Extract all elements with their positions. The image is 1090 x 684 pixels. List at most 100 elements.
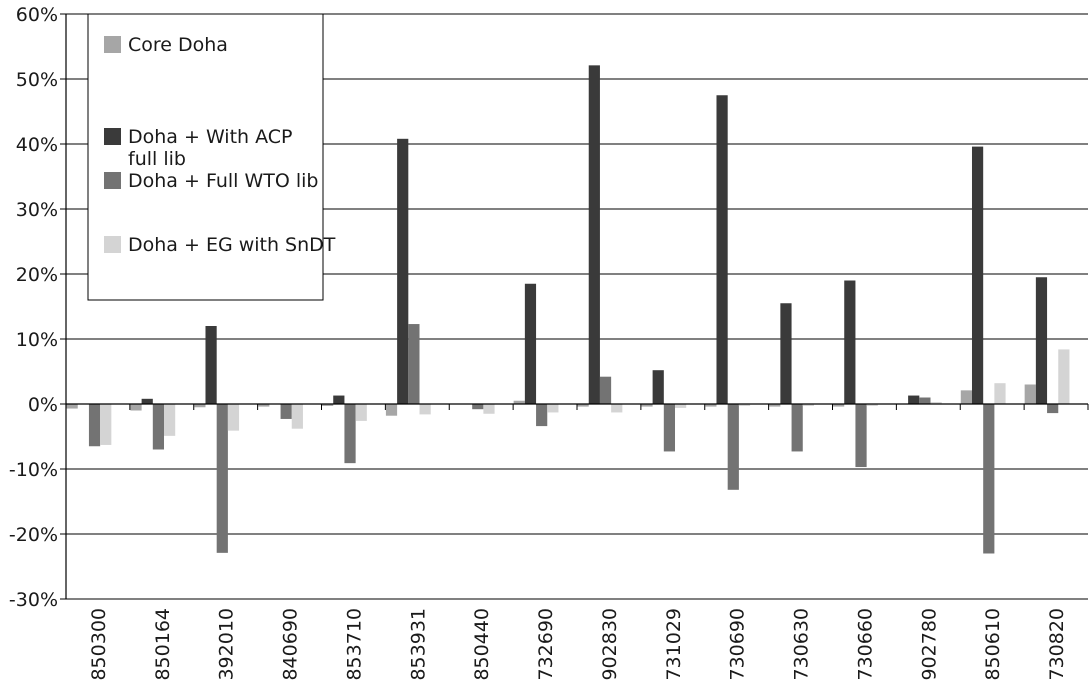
x-tick-label: 392010	[216, 608, 238, 681]
bar	[675, 404, 687, 408]
x-tick-label: 850610	[982, 608, 1004, 681]
y-tick-label: -20%	[9, 524, 58, 546]
bar	[152, 404, 165, 450]
x-tick-label: 730630	[791, 608, 813, 681]
bar	[385, 404, 398, 416]
x-tick-label: 902830	[599, 608, 621, 681]
bar	[1058, 349, 1070, 404]
bar	[1035, 277, 1048, 404]
bar	[599, 376, 612, 404]
bar	[483, 404, 495, 414]
bar	[844, 280, 856, 404]
legend-swatch	[104, 128, 121, 145]
bar	[577, 404, 589, 407]
legend-swatch	[104, 172, 121, 189]
bar	[408, 324, 420, 404]
bar	[641, 404, 653, 407]
bar	[791, 404, 803, 452]
bar	[419, 404, 431, 415]
x-axis-ticks: 850300 850164 392010 840690 853710 853931 8504…	[65, 404, 1089, 681]
bar	[833, 404, 845, 407]
bar	[705, 404, 717, 407]
x-tick-label: 840690	[280, 608, 302, 681]
bar	[983, 404, 995, 554]
bar	[524, 283, 537, 404]
y-tick-label: 60%	[16, 4, 58, 26]
bar	[344, 404, 356, 464]
x-tick-label: 730690	[727, 608, 749, 681]
legend-box	[87, 13, 324, 301]
y-axis-ticks: -30% -20% -10% 0% 10% 20% 30% 40% 50% 60%	[9, 4, 66, 611]
x-tick-label: 850164	[152, 608, 174, 681]
y-tick-label: 0%	[28, 394, 58, 416]
legend-label: full lib	[128, 148, 186, 170]
y-tick-label: 40%	[16, 134, 58, 156]
bar	[971, 146, 984, 404]
y-tick-label: 20%	[16, 264, 58, 286]
bar	[716, 95, 728, 404]
legend-label: Core Doha	[128, 34, 228, 56]
bar	[291, 404, 303, 429]
y-tick-label: 10%	[16, 329, 58, 351]
bar	[1047, 404, 1059, 414]
bar	[66, 404, 78, 409]
bar	[960, 390, 972, 404]
bar	[355, 404, 367, 421]
legend-label: Doha + EG with SnDT	[128, 234, 336, 256]
y-tick-label: -10%	[9, 459, 58, 481]
bar	[908, 395, 920, 404]
y-tick-label: -30%	[9, 589, 58, 611]
x-tick-label: 730820	[1046, 608, 1068, 681]
bar	[472, 404, 484, 410]
y-tick-label: 50%	[16, 69, 58, 91]
bar	[727, 404, 739, 490]
bar	[227, 404, 240, 431]
bars	[66, 65, 1070, 554]
bar	[994, 383, 1006, 404]
bar	[205, 326, 217, 404]
bar	[769, 404, 781, 407]
legend-label: Doha + With ACP	[128, 126, 293, 148]
bar	[164, 404, 176, 436]
x-tick-label: 732690	[535, 608, 557, 681]
bar	[547, 404, 559, 413]
bar	[100, 404, 112, 445]
bar	[588, 65, 600, 404]
legend-swatch	[104, 236, 121, 253]
bar	[1024, 384, 1036, 404]
bar	[513, 400, 525, 404]
bar	[322, 404, 334, 406]
bar	[611, 404, 623, 413]
bar	[130, 404, 142, 411]
bar	[536, 404, 548, 427]
x-tick-label: 850440	[471, 608, 493, 681]
bar	[194, 404, 206, 408]
bar	[930, 402, 942, 404]
legend-label: Doha + Full WTO lib	[128, 170, 318, 192]
bar	[333, 395, 345, 404]
x-tick-label: 730660	[854, 608, 876, 681]
x-tick-label: 902780	[918, 608, 940, 681]
bar	[258, 404, 270, 407]
bar	[780, 303, 792, 404]
x-tick-label: 731029	[663, 608, 685, 681]
y-tick-label: 30%	[16, 199, 58, 221]
bar	[866, 404, 878, 406]
bar	[397, 138, 409, 405]
bar	[738, 404, 751, 406]
bar	[280, 404, 292, 419]
bar	[216, 404, 228, 553]
bar	[855, 404, 867, 468]
bar	[663, 404, 676, 452]
bar	[802, 404, 814, 406]
bar	[88, 404, 101, 447]
legend-swatch	[104, 36, 121, 53]
x-tick-label: 853931	[407, 608, 429, 681]
bar	[919, 397, 931, 404]
bar	[652, 370, 664, 404]
bar	[141, 398, 153, 404]
x-tick-label: 850300	[88, 608, 110, 681]
x-tick-label: 853710	[343, 608, 365, 681]
